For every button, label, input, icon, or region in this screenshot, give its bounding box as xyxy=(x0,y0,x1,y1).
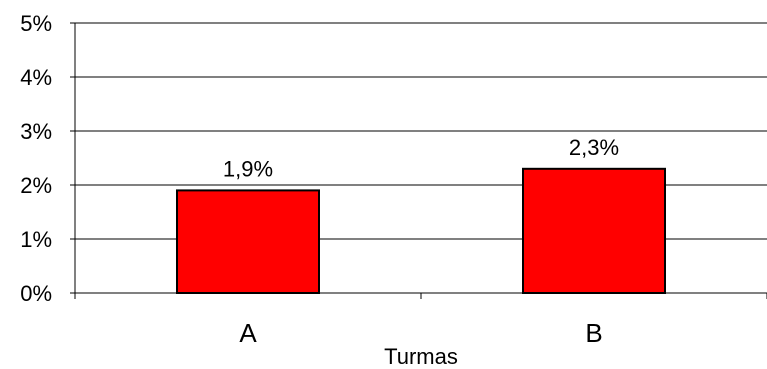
bar-A xyxy=(176,189,320,294)
y-axis-ticks: 0% 1% 2% 3% 4% 5% xyxy=(20,11,75,306)
data-label: 2,3% xyxy=(569,135,619,160)
y-tick-label: 1% xyxy=(20,227,52,252)
x-axis-title: Turmas xyxy=(384,344,458,369)
y-tick-label: 5% xyxy=(20,11,52,36)
bar-B xyxy=(522,167,666,294)
y-tick-label: 4% xyxy=(20,65,52,90)
y-tick-label: 2% xyxy=(20,173,52,198)
x-tick-label: A xyxy=(239,318,257,348)
y-tick-label: 0% xyxy=(20,281,52,306)
bars xyxy=(176,167,666,294)
x-tick-label: B xyxy=(585,318,602,348)
value-labels: 1,9% 2,3% xyxy=(223,135,619,182)
x-axis-ticks xyxy=(74,293,767,299)
data-label: 1,9% xyxy=(223,156,273,181)
y-tick-label: 3% xyxy=(20,119,52,144)
